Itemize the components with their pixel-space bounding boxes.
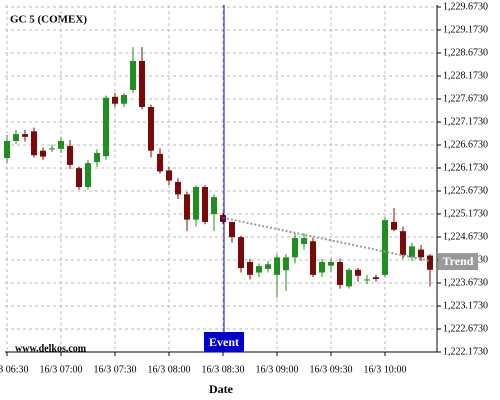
candle-body	[76, 168, 82, 187]
candle-body	[247, 261, 253, 275]
candle-body	[274, 257, 280, 275]
candle-body	[22, 134, 28, 137]
y-tick-label: 1,226.6730	[443, 139, 488, 150]
x-axis-title: Date	[209, 382, 234, 396]
candle-body	[310, 241, 316, 275]
candle-body	[265, 264, 271, 269]
x-tick-label: 16/3 10:00	[363, 364, 406, 375]
candle-body	[85, 163, 91, 187]
y-tick-label: 1,225.1730	[443, 208, 488, 219]
candle-body	[382, 220, 388, 275]
candle-body	[328, 261, 334, 266]
y-tick-label: 1,228.1730	[443, 70, 488, 81]
candle-body	[112, 96, 118, 104]
x-tick-label: 16/3 06:30	[0, 364, 29, 375]
candle-body	[166, 170, 172, 181]
candle-body	[346, 269, 352, 287]
event-label: Event	[209, 335, 239, 349]
trend-line	[222, 216, 431, 263]
y-tick-label: 1,229.1730	[443, 24, 488, 35]
candle-body	[121, 94, 127, 104]
trend-label-box	[438, 253, 478, 271]
candle-body	[337, 261, 343, 285]
x-tick-label: 16/3 07:00	[39, 364, 82, 375]
candle-body	[427, 255, 433, 270]
candle-body	[202, 186, 208, 222]
candle-body	[229, 221, 235, 238]
candle-body	[49, 148, 55, 150]
y-tick-label: 1,228.6730	[443, 47, 488, 58]
x-tick-label: 16/3 08:00	[147, 364, 190, 375]
candle-body	[103, 97, 109, 157]
y-tick-label: 1,229.6730	[443, 1, 488, 12]
candle-body	[373, 277, 379, 279]
candle-body	[184, 194, 190, 220]
candle-body	[139, 60, 145, 107]
candle-body	[418, 249, 424, 258]
candle-body	[157, 153, 163, 172]
y-tick-label: 1,225.6730	[443, 185, 488, 196]
candle-body	[283, 257, 289, 271]
candle-body	[319, 261, 325, 273]
candle-body	[94, 152, 100, 163]
candle-body	[4, 140, 10, 159]
candle-body	[301, 238, 307, 245]
candle-body	[193, 186, 199, 220]
candle-body	[256, 266, 262, 273]
x-tick-label: 16/3 09:00	[255, 364, 298, 375]
candle-body	[355, 269, 361, 276]
y-tick-label: 1,223.1730	[443, 300, 488, 311]
candle-body	[67, 146, 73, 165]
x-tick-label: 16/3 07:30	[93, 364, 136, 375]
trend-label: Trend	[443, 254, 474, 268]
y-tick-label: 1,226.1730	[443, 162, 488, 173]
candle-body	[40, 150, 46, 157]
y-tick-label: 1,222.6730	[443, 323, 488, 334]
y-tick-label: 1,223.6730	[443, 277, 488, 288]
y-tick-label: 1,227.1730	[443, 116, 488, 127]
event-label-box	[204, 332, 244, 352]
candle-body	[148, 106, 154, 151]
candle-body	[211, 197, 217, 215]
candle-body	[409, 246, 415, 258]
y-tick-label: 1,227.6730	[443, 93, 488, 104]
candle-body	[175, 181, 181, 195]
y-tick-label: 1,222.1730	[443, 346, 488, 357]
candle-body	[58, 140, 64, 149]
candle-body	[31, 131, 37, 156]
chart-title: GC 5 (COMEX)	[10, 14, 87, 26]
plot-area	[5, 5, 437, 352]
candle-body	[13, 134, 19, 141]
y-tick-label: 1,224.6730	[443, 231, 488, 242]
candle-body	[130, 60, 136, 90]
x-tick-label: 16/3 08:30	[201, 364, 244, 375]
candle-body	[238, 237, 244, 268]
candle-body	[364, 279, 370, 281]
x-tick-label: 16/3 09:30	[309, 364, 352, 375]
candle-body	[292, 238, 298, 258]
candle-body	[391, 221, 397, 230]
watermark: www.delkos.com	[15, 343, 87, 354]
candle-body	[400, 231, 406, 256]
